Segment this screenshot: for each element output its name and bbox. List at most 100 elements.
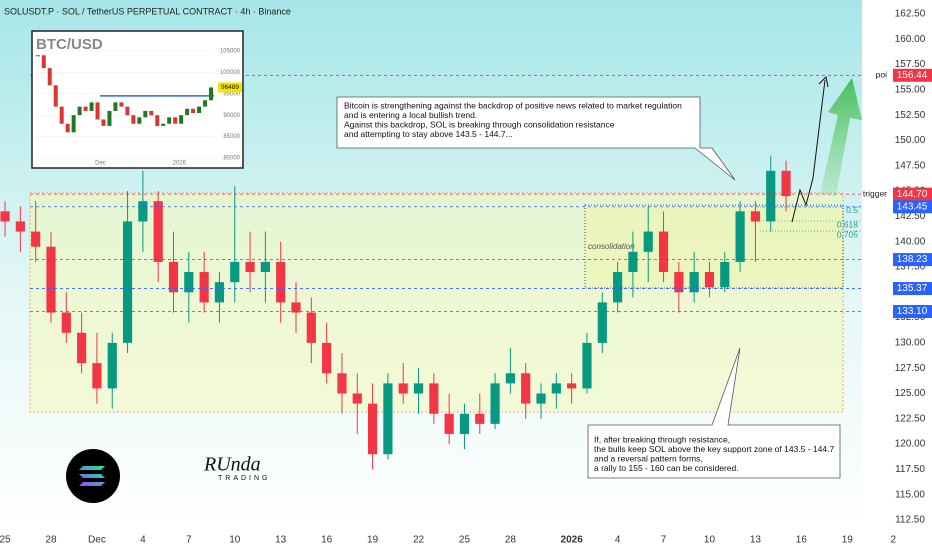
candle-body (413, 383, 424, 394)
candle-body (444, 413, 454, 434)
inset-y-label: 85000 (223, 134, 240, 140)
candle-body (92, 363, 102, 389)
candle-body (214, 282, 225, 303)
y-tick-label: 120.00 (895, 439, 926, 450)
inset-y-label: 80000 (223, 156, 240, 162)
y-tick-label: 137.50 (895, 262, 926, 273)
candle-body (766, 170, 776, 222)
target-arrow (820, 78, 862, 196)
x-tick-label: 13 (750, 535, 762, 546)
candle-body (628, 251, 638, 273)
inset-bar (161, 123, 166, 126)
x-tick-label: 4 (140, 535, 146, 546)
level-tag (893, 200, 932, 214)
annotation-line: Bitcoin is strengthening against the bac… (344, 100, 682, 110)
level-tag (893, 187, 932, 201)
brand-sub: TRADING (218, 475, 271, 482)
y-tick-label: 112.50 (895, 515, 925, 526)
candle-body (781, 170, 791, 197)
candle-body (475, 413, 485, 424)
inset-bar (209, 87, 214, 101)
x-tick-label: 19 (367, 535, 379, 546)
candle-body (184, 272, 194, 293)
x-tick-label: 25 (459, 535, 471, 546)
y-tick-label: 142.50 (895, 211, 926, 222)
x-tick-label: 13 (275, 535, 287, 546)
annotation-line: a rally to 155 - 160 can be considered. (594, 463, 739, 473)
inset-bar (137, 117, 142, 124)
inset-bar (197, 106, 202, 114)
level-label: 133.10 (897, 306, 928, 317)
candle-body (306, 312, 316, 343)
inset-bar (167, 117, 172, 124)
x-tick-label: Dec (88, 535, 106, 546)
candle-body (107, 342, 117, 389)
projection-arrow (791, 79, 826, 223)
inset-bar (125, 106, 130, 116)
candle-body (689, 272, 699, 293)
candle-body (720, 261, 730, 288)
y-tick-label: 125.00 (895, 388, 926, 399)
x-tick-label: 19 (842, 535, 854, 546)
level-name: poi (876, 70, 887, 80)
inset-bar (83, 106, 88, 111)
x-tick-label: 7 (661, 535, 667, 546)
candle-body (15, 221, 25, 232)
annotation-line: Against this backdrop, SOL is breaking t… (344, 119, 615, 129)
inset-bar (47, 68, 52, 86)
candle-body (490, 383, 500, 424)
candle-body (367, 403, 378, 455)
candle-body (168, 261, 179, 293)
candle-body (459, 413, 470, 434)
candle-body (77, 332, 87, 364)
x-tick-label: 10 (229, 535, 241, 546)
inset-bar (65, 123, 70, 133)
level-tag (893, 253, 932, 267)
x-tick-label: 25 (0, 535, 11, 546)
annotation-line: and is entering a local bullish trend. (344, 110, 477, 120)
x-tick-label: 16 (796, 535, 808, 546)
annotation-line: the bulls keep SOL above the key support… (594, 444, 834, 454)
inset-bar (53, 85, 58, 107)
candle-body (613, 272, 623, 303)
inset-bar (35, 55, 40, 57)
inset-bar (203, 100, 208, 107)
candle-body (643, 231, 653, 252)
inset-last-label: 96489 (221, 84, 239, 91)
arrow-head (818, 75, 829, 88)
x-tick-label: 16 (321, 535, 333, 546)
y-tick-label: 152.50 (895, 110, 926, 121)
candle-body (122, 221, 133, 343)
inset-bar (143, 110, 148, 118)
callout (587, 347, 841, 479)
annotation-line: and attempting to stay above 143.5 - 144… (344, 129, 513, 139)
candle-body (429, 383, 439, 414)
inset-bar (41, 55, 46, 69)
inset-bar (113, 102, 118, 111)
candle-body (138, 201, 148, 222)
candle-body (153, 201, 163, 262)
y-tick-label: 140.00 (895, 236, 926, 247)
candle-body (199, 272, 209, 303)
candle-body (521, 373, 531, 404)
axis-background (0, 528, 862, 550)
notes: Bitcoin is strengthening against the bac… (344, 100, 834, 473)
candle-body (735, 211, 745, 262)
candle-body (704, 272, 715, 288)
inset-x-label: Dec (95, 161, 106, 167)
axis-background (862, 0, 932, 550)
candle-body (597, 302, 607, 343)
inset-bar (131, 115, 136, 124)
price-chart (0, 74, 862, 470)
inset-bar (119, 102, 124, 107)
y-tick-label: 147.50 (895, 160, 926, 171)
inset-last-tag (218, 82, 242, 93)
x-tick-label: 22 (413, 535, 425, 546)
y-tick-label: 117.50 (895, 464, 925, 475)
y-tick-label: 157.50 (895, 59, 926, 70)
level-tag (893, 282, 932, 296)
callout (336, 96, 736, 181)
inset-y-label: 95000 (223, 91, 240, 97)
candle-body (505, 373, 515, 384)
